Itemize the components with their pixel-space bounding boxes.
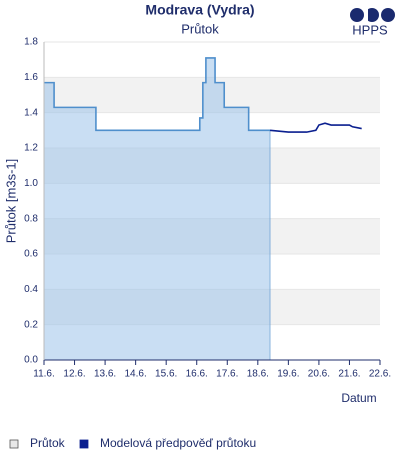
x-tick-label: 12.6. <box>63 369 85 380</box>
y-axis-label: Průtok [m3s-1] <box>3 159 18 244</box>
y-tick-label: 0.0 <box>24 355 38 366</box>
legend-swatch <box>79 439 89 449</box>
x-tick-label: 13.6. <box>94 369 116 380</box>
y-tick-label: 0.6 <box>24 249 38 260</box>
logo-dot <box>350 8 364 22</box>
x-tick-label: 19.6. <box>277 369 299 380</box>
legend-label: Průtok <box>30 436 66 450</box>
area <box>44 57 271 361</box>
y-tick-label: 1.0 <box>24 178 38 189</box>
x-tick-label: 11.6. <box>33 369 55 380</box>
logo-dot <box>381 8 395 22</box>
plot-area <box>44 41 380 361</box>
y-tick-label: 1.4 <box>24 107 38 118</box>
logo <box>350 6 395 24</box>
x-tick-label: 21.6. <box>338 369 360 380</box>
x-tick-label: 22.6. <box>369 369 391 380</box>
logo-dot <box>365 8 379 22</box>
x-axis-label: Datum <box>341 391 376 405</box>
legend-swatch <box>9 439 19 449</box>
legend-label: Modelová předpověď průtoku <box>100 436 256 450</box>
y-tick-label: 0.2 <box>24 319 38 330</box>
x-tick-label: 16.6. <box>186 369 208 380</box>
x-tick-label: 20.6. <box>308 369 330 380</box>
x-tick-label: 18.6. <box>247 369 269 380</box>
logo-gap <box>364 6 368 24</box>
x-tick-label: 14.6. <box>125 369 147 380</box>
line <box>269 122 362 133</box>
chart-subtitle: Průtok <box>181 21 219 36</box>
y-tick-label: 1.6 <box>24 72 38 83</box>
y-tick-label: 0.4 <box>24 284 38 295</box>
y-tick-label: 0.8 <box>24 213 38 224</box>
y-tick-label: 1.8 <box>24 37 38 48</box>
logo-text: HPPS <box>352 22 388 37</box>
y-tick-label: 1.2 <box>24 143 38 154</box>
x-tick-label: 17.6. <box>216 369 238 380</box>
line <box>44 57 271 132</box>
x-tick-label: 15.6. <box>155 369 177 380</box>
chart-title: Modrava (Vydra) <box>145 2 254 18</box>
